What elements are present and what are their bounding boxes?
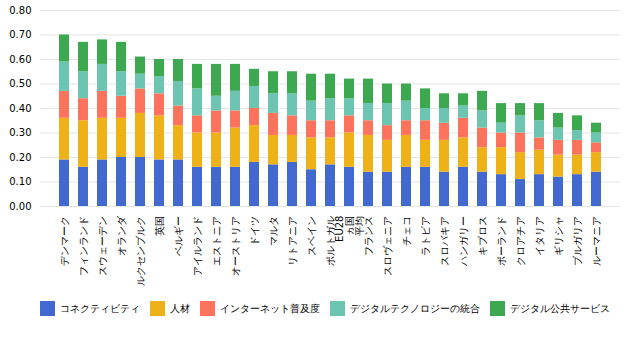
svg-text:デンマーク: デンマーク [59, 216, 70, 266]
svg-text:ポーランド: ポーランド [496, 216, 507, 266]
svg-text:ポルトガル: ポルトガル [324, 215, 336, 266]
svg-text:0.00: 0.00 [9, 201, 31, 212]
svg-text:ラトビア: ラトビア [420, 216, 431, 256]
svg-text:ルーマニア: ルーマニア [591, 216, 602, 266]
svg-text:ハンガリー: ハンガリー [458, 216, 469, 267]
svg-text:0.80: 0.80 [9, 5, 31, 16]
svg-text:スペイン: スペイン [306, 216, 317, 256]
html-text:デジタル公共サービス: デジタル公共サービス [510, 302, 610, 314]
svg-text:スロバキア: スロバキア [439, 216, 450, 266]
svg-text:ギリシャ: ギリシャ [553, 216, 564, 256]
svg-text:0.60: 0.60 [9, 54, 31, 65]
svg-text:クロアチア: クロアチア [515, 216, 526, 266]
svg-text:英国: 英国 [154, 216, 165, 236]
html-text:人材: 人材 [170, 302, 190, 314]
html-text:デジタルテクノロジーの統合: デジタルテクノロジーの統合 [350, 302, 480, 314]
svg-text:チェコ: チェコ [401, 216, 412, 246]
svg-text:リトアニア: リトアニア [287, 216, 298, 266]
svg-text:マルタ: マルタ [268, 216, 279, 246]
svg-text:ベルギー: ベルギー [173, 216, 184, 256]
svg-text:0.50: 0.50 [9, 78, 31, 89]
svg-text:キプロス: キプロス [477, 216, 488, 256]
html-text:インターネット普及度: インターネット普及度 [220, 302, 320, 314]
svg-text:スロヴェニア: スロヴェニア [382, 216, 393, 276]
svg-text:オーストリア: オーストリア [230, 216, 241, 276]
svg-text:オランダ: オランダ [116, 215, 127, 256]
svg-text:0.30: 0.30 [9, 127, 31, 138]
svg-text:ルクセンブルク: ルクセンブルク [135, 216, 146, 286]
svg-text:フランス: フランス [363, 216, 374, 256]
svg-text:0.70: 0.70 [9, 29, 31, 40]
svg-text:アイルランド: アイルランド [192, 216, 203, 276]
svg-text:エストニア: エストニア [211, 216, 222, 266]
svg-text:スウェーデン: スウェーデン [97, 216, 108, 276]
svg-text:0.40: 0.40 [9, 103, 31, 114]
svg-text:EU28ヵ国平均: EU28ヵ国平均 [334, 216, 365, 242]
svg-text:ブルガリア: ブルガリア [572, 216, 583, 266]
html-text:コネクティビティ: コネクティビティ [60, 302, 140, 314]
svg-text:イタリア: イタリア [534, 216, 545, 256]
svg-text:0.10: 0.10 [9, 176, 31, 187]
svg-text:ドイツ: ドイツ [249, 216, 260, 246]
svg-text:フィンランド: フィンランド [78, 216, 89, 276]
svg-text:0.20: 0.20 [9, 152, 31, 163]
